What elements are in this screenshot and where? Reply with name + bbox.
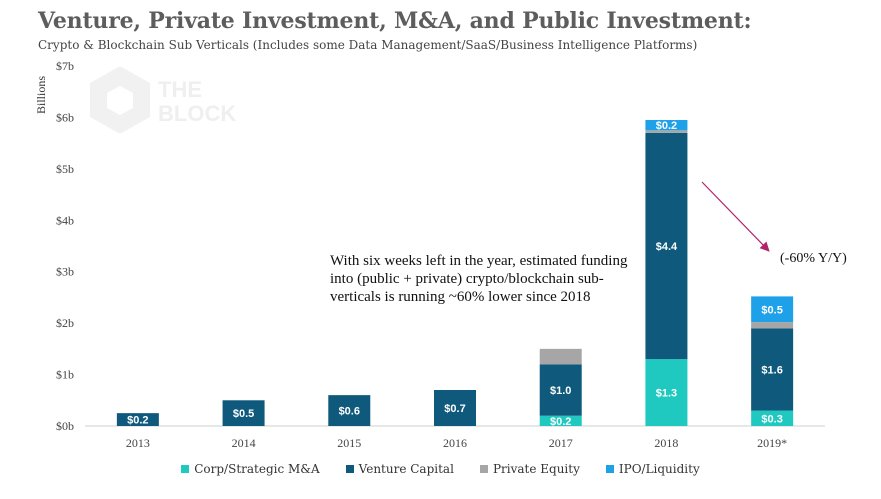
legend-label: Corp/Strategic M&A [194,462,320,476]
bar-segment [751,328,794,411]
watermark-text-line1: THE [158,77,202,102]
bar-segment [645,130,688,133]
y-tick-label: $1b [56,368,74,382]
x-tick-label: 2019* [757,436,787,450]
data-label: $1.0 [550,385,571,397]
chart-subtitle: Crypto & Blockchain Sub Verticals (Inclu… [38,38,698,52]
legend-label: Private Equity [492,462,580,476]
legend-item: Corp/Strategic M&A [181,462,320,476]
y-tick-label: $0b [56,419,74,433]
bar-segment [645,359,688,426]
data-label: $0.2 [656,120,677,132]
data-label: $0.5 [761,304,782,316]
y-tick-label: $3b [56,265,74,279]
bar-segment [751,410,794,426]
chart-title: Venture, Private Investment, M&A, and Pu… [38,8,752,34]
y-tick-label: $4b [56,213,74,227]
data-label: $0.7 [444,403,465,415]
legend-swatch [181,465,190,473]
data-label: $1.6 [761,364,782,376]
legend-swatch [605,465,614,473]
annotation-note: With six weeks left in the year, estimat… [330,253,628,305]
bar-segment [222,400,265,426]
data-label: $0.3 [761,413,782,425]
data-label: $0.6 [339,406,360,418]
bar-segment [645,120,688,131]
legend-label: IPO/Liquidity [618,462,700,476]
y-tick-label: $7b [56,59,74,73]
chart-legend: Corp/Strategic M&A Venture Capital Private… [0,462,881,476]
data-label: $1.3 [656,388,677,400]
x-tick-label: 2018 [654,436,678,450]
y-tick-label: $6b [56,110,74,124]
watermark-text-line2: BLOCK [158,101,236,126]
x-tick-label: 2016 [443,436,467,450]
data-label: $0.2 [550,416,571,428]
legend-label: Venture Capital [358,462,454,476]
bar-segment [645,132,688,360]
watermark-hexagon-inner-icon [107,86,133,115]
bar-segment [434,390,476,426]
x-tick-label: 2013 [126,436,150,450]
y-axis-label: Billions [34,76,48,114]
y-tick-label: $2b [56,316,74,330]
bar-segment [539,348,582,365]
bar-segment [539,415,582,426]
y-tick-label: $5b [56,162,74,176]
legend-swatch [479,465,488,473]
legend-item: Private Equity [479,462,580,476]
legend-item: Venture Capital [345,462,454,476]
yoy-annotation: (-60% Y/Y) [780,251,847,266]
x-tick-label: 2015 [337,436,361,450]
bar-segment [539,364,582,416]
bar-segment [116,413,159,426]
bar-segment [751,322,794,329]
legend-item: IPO/Liquidity [605,462,700,476]
data-label: $0.2 [127,415,148,427]
bar-segment [751,296,794,323]
x-tick-label: 2017 [549,436,573,450]
data-label: $4.4 [656,241,678,253]
bar-segment [328,395,371,426]
legend-swatch [345,465,354,473]
data-label: $0.5 [233,408,254,420]
trend-arrow [701,181,770,252]
x-tick-label: 2014 [232,436,256,450]
